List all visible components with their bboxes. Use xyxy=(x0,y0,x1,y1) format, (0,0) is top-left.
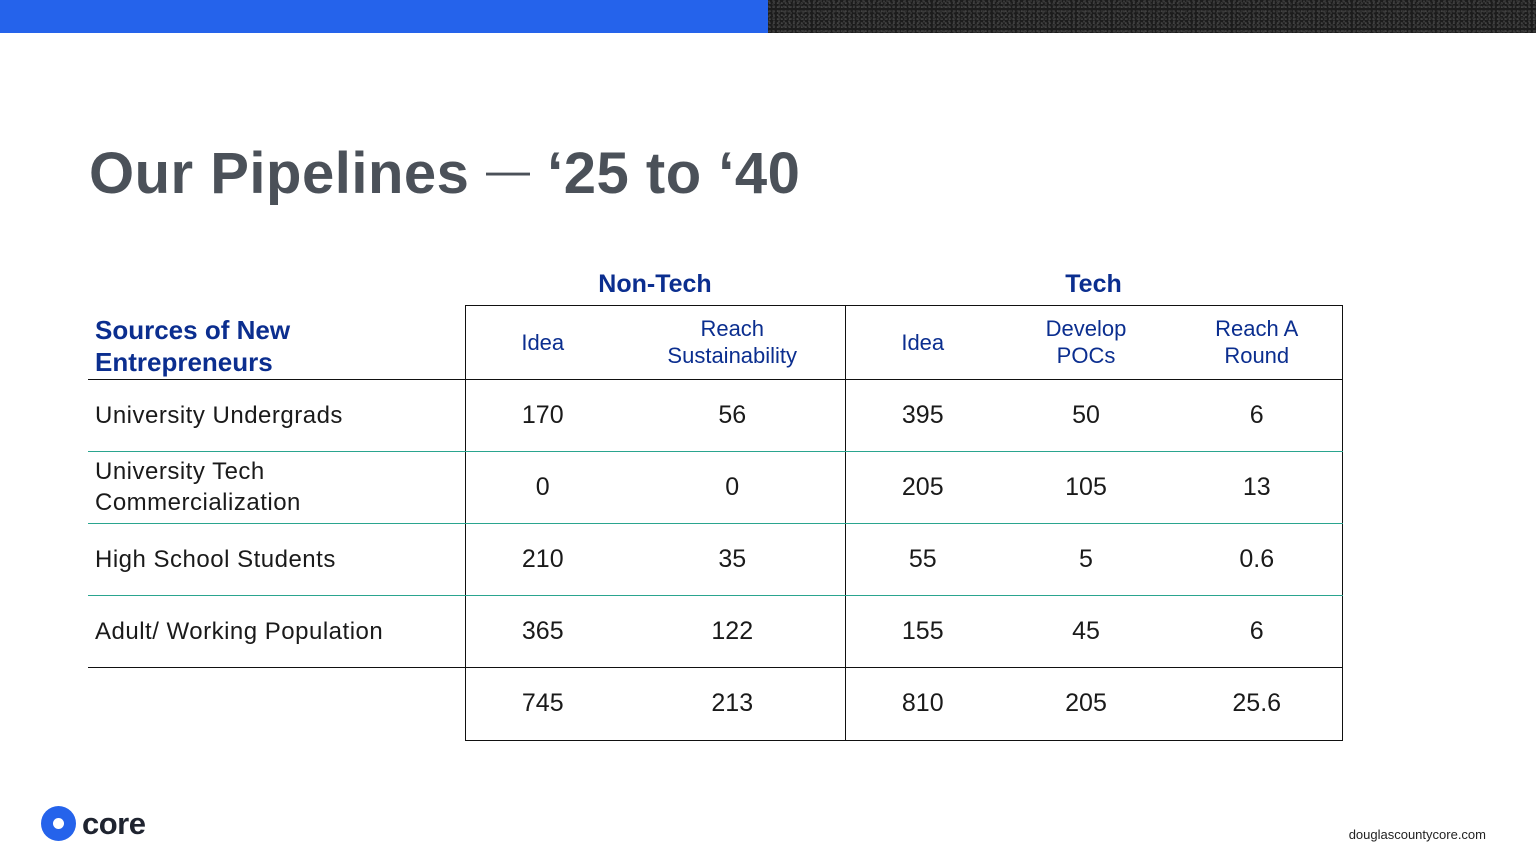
top-texture-bar xyxy=(768,0,1536,33)
row-label: Adult/ Working Population xyxy=(88,595,465,668)
table-header-row: Sources of New Entrepreneurs Idea Reach S… xyxy=(88,305,1343,380)
sources-header-line2: Entrepreneurs xyxy=(95,346,273,377)
table-cell: 0 xyxy=(464,451,620,524)
core-logo-text: core xyxy=(82,806,146,841)
total-cell: 25.6 xyxy=(1172,667,1343,741)
table-cell: 122 xyxy=(620,595,846,668)
table-row: University Undergrads 170 56 395 50 6 xyxy=(88,379,1343,452)
table-row: High School Students 210 35 55 5 0.6 xyxy=(88,523,1343,596)
column-header-tech-idea: Idea xyxy=(845,305,1000,380)
group-header-tech: Tech xyxy=(1065,270,1122,298)
column-header-reach-sustainability: Reach Sustainability xyxy=(620,305,846,380)
table-cell: 56 xyxy=(620,379,846,452)
table-cell: 210 xyxy=(464,523,620,596)
table-cell: 55 xyxy=(845,523,1000,596)
table-cell: 0 xyxy=(620,451,846,524)
title-main: Our Pipelines xyxy=(89,141,470,206)
column-header-nontech-idea: Idea xyxy=(464,305,620,380)
table-cell: 155 xyxy=(845,595,1000,668)
sources-header: Sources of New Entrepreneurs xyxy=(88,305,465,380)
table-cell: 5 xyxy=(1000,523,1172,596)
total-cell: 745 xyxy=(464,667,620,741)
table-row: University Tech Commercialization 0 0 205… xyxy=(88,451,1343,524)
table-cell: 50 xyxy=(1000,379,1172,452)
title-range: ‘25 to ‘40 xyxy=(547,141,801,206)
table-cell: 13 xyxy=(1172,451,1343,524)
table-cell: 395 xyxy=(845,379,1000,452)
top-accent-bar xyxy=(0,0,768,33)
totals-row: 745 213 810 205 25.6 xyxy=(88,667,1343,741)
table-cell: 45 xyxy=(1000,595,1172,668)
row-label: High School Students xyxy=(88,523,465,596)
column-header-develop-pocs: Develop POCs xyxy=(1000,305,1172,380)
pipeline-table: Sources of New Entrepreneurs Idea Reach S… xyxy=(88,305,1343,741)
table-cell: 35 xyxy=(620,523,846,596)
table-cell: 365 xyxy=(464,595,620,668)
table-cell: 0.6 xyxy=(1172,523,1343,596)
sources-header-line1: Sources of New xyxy=(95,314,291,345)
core-logo: core xyxy=(41,806,146,841)
title-dash: — xyxy=(486,146,531,195)
table-cell: 6 xyxy=(1172,379,1343,452)
table-cell: 170 xyxy=(464,379,620,452)
row-label: University Tech Commercialization xyxy=(88,451,465,524)
core-logo-icon xyxy=(41,806,76,841)
totals-label-empty xyxy=(88,667,465,740)
table-row: Adult/ Working Population 365 122 155 45… xyxy=(88,595,1343,668)
group-header-non-tech: Non-Tech xyxy=(598,270,712,298)
total-cell: 213 xyxy=(620,667,846,741)
slide-title: Our Pipelines — ‘25 to ‘40 xyxy=(89,140,800,207)
total-cell: 205 xyxy=(1000,667,1172,741)
row-label: University Undergrads xyxy=(88,379,465,452)
website-url: douglascountycore.com xyxy=(1348,827,1486,842)
column-header-reach-a-round: Reach A Round xyxy=(1172,305,1343,380)
table-cell: 105 xyxy=(1000,451,1172,524)
table-cell: 6 xyxy=(1172,595,1343,668)
total-cell: 810 xyxy=(845,667,1000,741)
table-cell: 205 xyxy=(845,451,1000,524)
